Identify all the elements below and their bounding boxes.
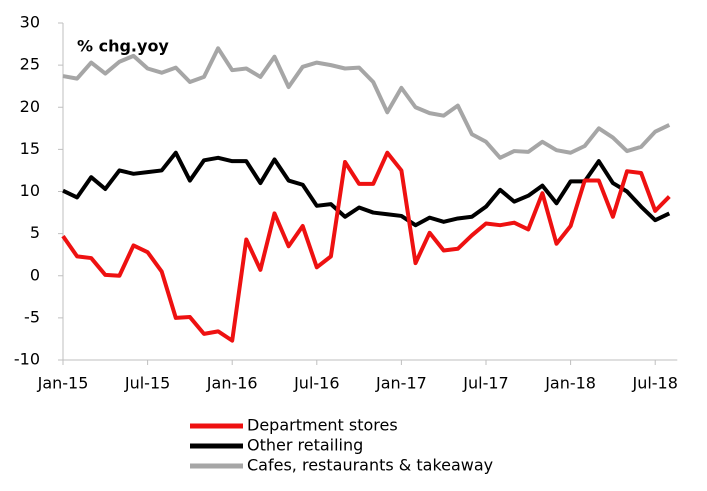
- y-tick-label: 30: [20, 13, 40, 32]
- legend-label: Cafes, restaurants & takeaway: [247, 456, 493, 475]
- x-tick-label: Jan-17: [375, 374, 427, 393]
- annotation: % chg.yoy: [77, 37, 169, 56]
- y-tick-label: 0: [30, 265, 40, 284]
- series-line: [62, 150, 671, 228]
- series-line: [61, 150, 671, 343]
- y-tick-label: 15: [20, 139, 40, 158]
- y-tick-label: 20: [20, 97, 40, 116]
- x-tick-label: Jul-18: [631, 374, 677, 393]
- x-tick-label: Jan-18: [544, 374, 596, 393]
- y-tick-label: -5: [24, 307, 40, 326]
- legend-label: Other retailing: [247, 436, 363, 455]
- y-tick-label: 5: [30, 223, 40, 242]
- x-tick-label: Jul-16: [293, 374, 339, 393]
- x-tick-label: Jul-15: [124, 374, 170, 393]
- x-tick-label: Jan-16: [206, 374, 258, 393]
- y-tick-label: -10: [14, 350, 40, 369]
- x-tick-label: Jul-17: [462, 374, 508, 393]
- y-tick-label: 25: [20, 55, 40, 74]
- series-line: [62, 46, 671, 160]
- y-tick-label: 10: [20, 181, 40, 200]
- legend-label: Department stores: [247, 416, 398, 435]
- x-tick-label: Jan-15: [37, 374, 89, 393]
